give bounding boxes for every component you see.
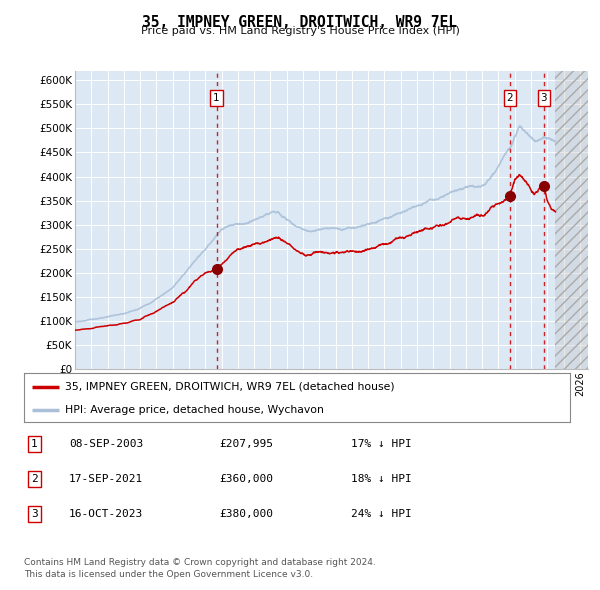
Text: This data is licensed under the Open Government Licence v3.0.: This data is licensed under the Open Gov… bbox=[24, 570, 313, 579]
Text: 35, IMPNEY GREEN, DROITWICH, WR9 7EL (detached house): 35, IMPNEY GREEN, DROITWICH, WR9 7EL (de… bbox=[65, 382, 395, 392]
Text: Price paid vs. HM Land Registry's House Price Index (HPI): Price paid vs. HM Land Registry's House … bbox=[140, 26, 460, 36]
Text: £207,995: £207,995 bbox=[219, 439, 273, 448]
Text: 08-SEP-2003: 08-SEP-2003 bbox=[69, 439, 143, 448]
Text: 3: 3 bbox=[31, 510, 38, 519]
Text: 17% ↓ HPI: 17% ↓ HPI bbox=[351, 439, 412, 448]
Text: 1: 1 bbox=[213, 93, 220, 103]
Text: 2: 2 bbox=[506, 93, 514, 103]
Text: 18% ↓ HPI: 18% ↓ HPI bbox=[351, 474, 412, 484]
Text: Contains HM Land Registry data © Crown copyright and database right 2024.: Contains HM Land Registry data © Crown c… bbox=[24, 558, 376, 567]
Text: 16-OCT-2023: 16-OCT-2023 bbox=[69, 510, 143, 519]
Text: 3: 3 bbox=[541, 93, 547, 103]
Bar bbox=[556, 71, 588, 369]
Text: £380,000: £380,000 bbox=[219, 510, 273, 519]
Text: 24% ↓ HPI: 24% ↓ HPI bbox=[351, 510, 412, 519]
Text: £360,000: £360,000 bbox=[219, 474, 273, 484]
Text: HPI: Average price, detached house, Wychavon: HPI: Average price, detached house, Wych… bbox=[65, 405, 324, 415]
Bar bbox=[556, 71, 588, 369]
Text: 35, IMPNEY GREEN, DROITWICH, WR9 7EL: 35, IMPNEY GREEN, DROITWICH, WR9 7EL bbox=[143, 15, 458, 30]
Text: 2: 2 bbox=[31, 474, 38, 484]
Text: 1: 1 bbox=[31, 439, 38, 448]
Text: 17-SEP-2021: 17-SEP-2021 bbox=[69, 474, 143, 484]
